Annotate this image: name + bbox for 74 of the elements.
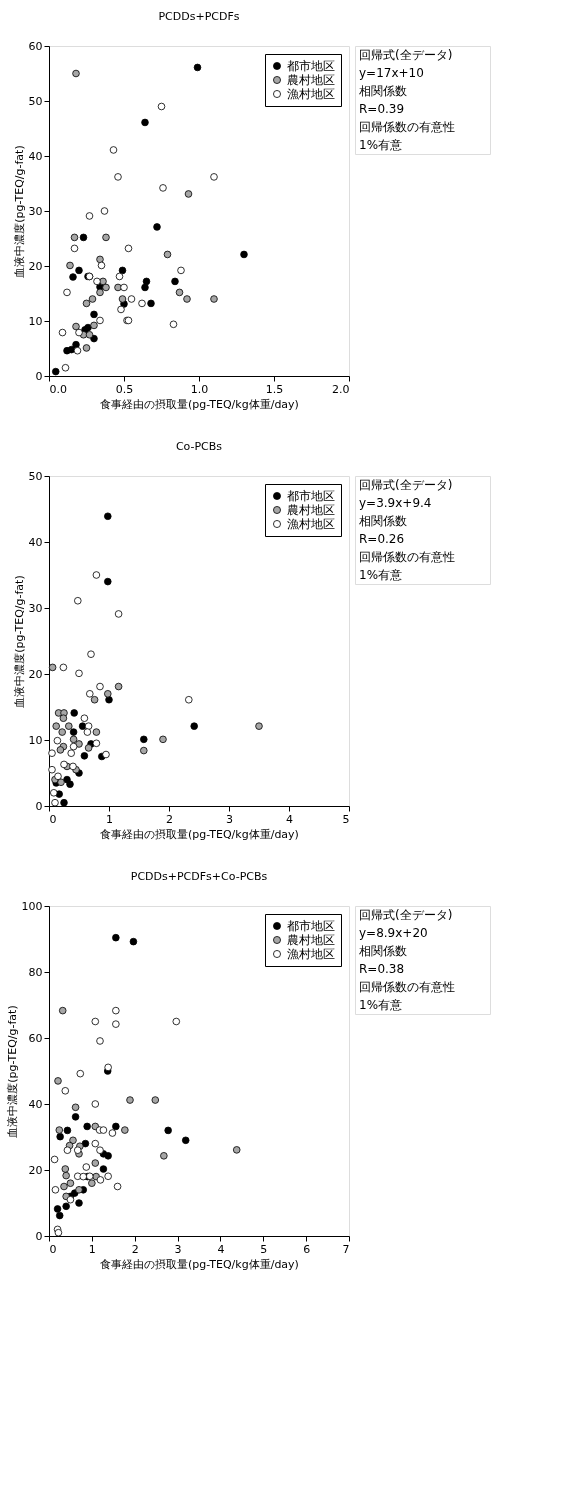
legend-label: 農村地区 bbox=[287, 503, 335, 517]
text: 1%有意 bbox=[359, 138, 403, 152]
text: 相関係数 bbox=[359, 944, 407, 958]
text: R=0.39 bbox=[359, 102, 405, 116]
legend-label: 農村地区 bbox=[287, 73, 335, 87]
x-tick-label: 1.5 bbox=[265, 382, 284, 396]
x-tick-label: 2 bbox=[131, 1242, 139, 1256]
legend-label: 漁村地区 bbox=[287, 87, 335, 101]
y-tick-label: 100 bbox=[21, 899, 43, 913]
x-tick-label: 1.0 bbox=[190, 382, 209, 396]
y-tick-label: 40 bbox=[28, 535, 43, 549]
legend-label: 農村地区 bbox=[287, 933, 335, 947]
x-axis-title: 食事経由の摂取量(pg-TEQ/kg体重/day) bbox=[100, 827, 299, 841]
x-axis-title: 食事経由の摂取量(pg-TEQ/kg体重/day) bbox=[100, 1257, 299, 1271]
x-tick-label: 6 bbox=[303, 1242, 311, 1256]
text: y=17x+10 bbox=[359, 66, 424, 80]
x-axis-title: 食事経由の摂取量(pg-TEQ/kg体重/day) bbox=[100, 397, 299, 411]
text: y=3.9x+9.4 bbox=[359, 496, 432, 510]
text: 1%有意 bbox=[359, 998, 403, 1012]
x-tick-label: 1 bbox=[106, 812, 113, 826]
text: 回帰式(全データ) bbox=[359, 478, 453, 492]
y-axis-title: 血液中濃度(pg-TEQ/g-fat) bbox=[12, 145, 26, 278]
x-tick-label: 4 bbox=[286, 812, 293, 826]
x-tick-label: 4 bbox=[217, 1242, 225, 1256]
text: R=0.26 bbox=[359, 532, 405, 546]
y-tick-label: 20 bbox=[28, 259, 43, 273]
y-tick-label: 60 bbox=[28, 1031, 43, 1045]
text: 1%有意 bbox=[359, 568, 403, 582]
text: 回帰係数の有意性 bbox=[359, 980, 455, 994]
x-tick-label: 3 bbox=[174, 1242, 182, 1256]
x-tick-label: 0.5 bbox=[115, 382, 134, 396]
x-tick-label: 5 bbox=[342, 812, 350, 826]
y-tick-label: 0 bbox=[35, 799, 43, 813]
y-tick-label: 10 bbox=[28, 314, 43, 328]
y-tick-label: 60 bbox=[28, 39, 43, 53]
legend-label: 都市地区 bbox=[287, 59, 335, 73]
legend-label: 都市地区 bbox=[287, 489, 335, 503]
chart-title: PCDDs+PCDFs bbox=[158, 10, 240, 23]
text: 回帰式(全データ) bbox=[359, 908, 453, 922]
chart-title: Co-PCBs bbox=[175, 440, 223, 453]
text: 回帰係数の有意性 bbox=[359, 550, 455, 564]
x-tick-label: 0.0 bbox=[49, 382, 67, 396]
y-tick-label: 40 bbox=[28, 149, 43, 163]
y-tick-label: 40 bbox=[28, 1097, 43, 1111]
y-tick-label: 20 bbox=[28, 1163, 43, 1177]
x-tick-label: 5 bbox=[260, 1242, 268, 1256]
y-axis-title: 血液中濃度(pg-TEQ/g-fat) bbox=[5, 1005, 19, 1138]
legend-label: 漁村地区 bbox=[287, 517, 335, 531]
x-tick-label: 7 bbox=[342, 1242, 350, 1256]
y-tick-label: 20 bbox=[28, 667, 43, 681]
y-tick-label: 30 bbox=[28, 601, 43, 615]
x-tick-label: 2.0 bbox=[332, 382, 350, 396]
x-tick-label: 0 bbox=[49, 1242, 57, 1256]
text: R=0.38 bbox=[359, 962, 405, 976]
y-tick-label: 10 bbox=[28, 733, 43, 747]
text: 相関係数 bbox=[359, 514, 407, 528]
x-tick-label: 3 bbox=[226, 812, 233, 826]
x-tick-label: 1 bbox=[88, 1242, 96, 1256]
y-tick-label: 50 bbox=[28, 94, 43, 108]
y-tick-label: 80 bbox=[28, 965, 43, 979]
y-tick-label: 50 bbox=[28, 469, 43, 483]
y-tick-label: 0 bbox=[35, 369, 43, 383]
text: y=8.9x+20 bbox=[359, 926, 428, 940]
x-tick-label: 0 bbox=[49, 812, 57, 826]
y-axis-title: 血液中濃度(pg-TEQ/g-fat) bbox=[12, 575, 26, 708]
text: 相関係数 bbox=[359, 84, 407, 98]
x-tick-label: 2 bbox=[166, 812, 173, 826]
y-tick-label: 0 bbox=[35, 1229, 43, 1243]
y-tick-label: 30 bbox=[28, 204, 43, 218]
text: 回帰係数の有意性 bbox=[359, 120, 455, 134]
text: 回帰式(全データ) bbox=[359, 48, 453, 62]
chart-title: PCDDs+PCDFs+Co-PCBs bbox=[130, 870, 268, 883]
legend-label: 都市地区 bbox=[287, 919, 335, 933]
legend-label: 漁村地区 bbox=[287, 947, 335, 961]
